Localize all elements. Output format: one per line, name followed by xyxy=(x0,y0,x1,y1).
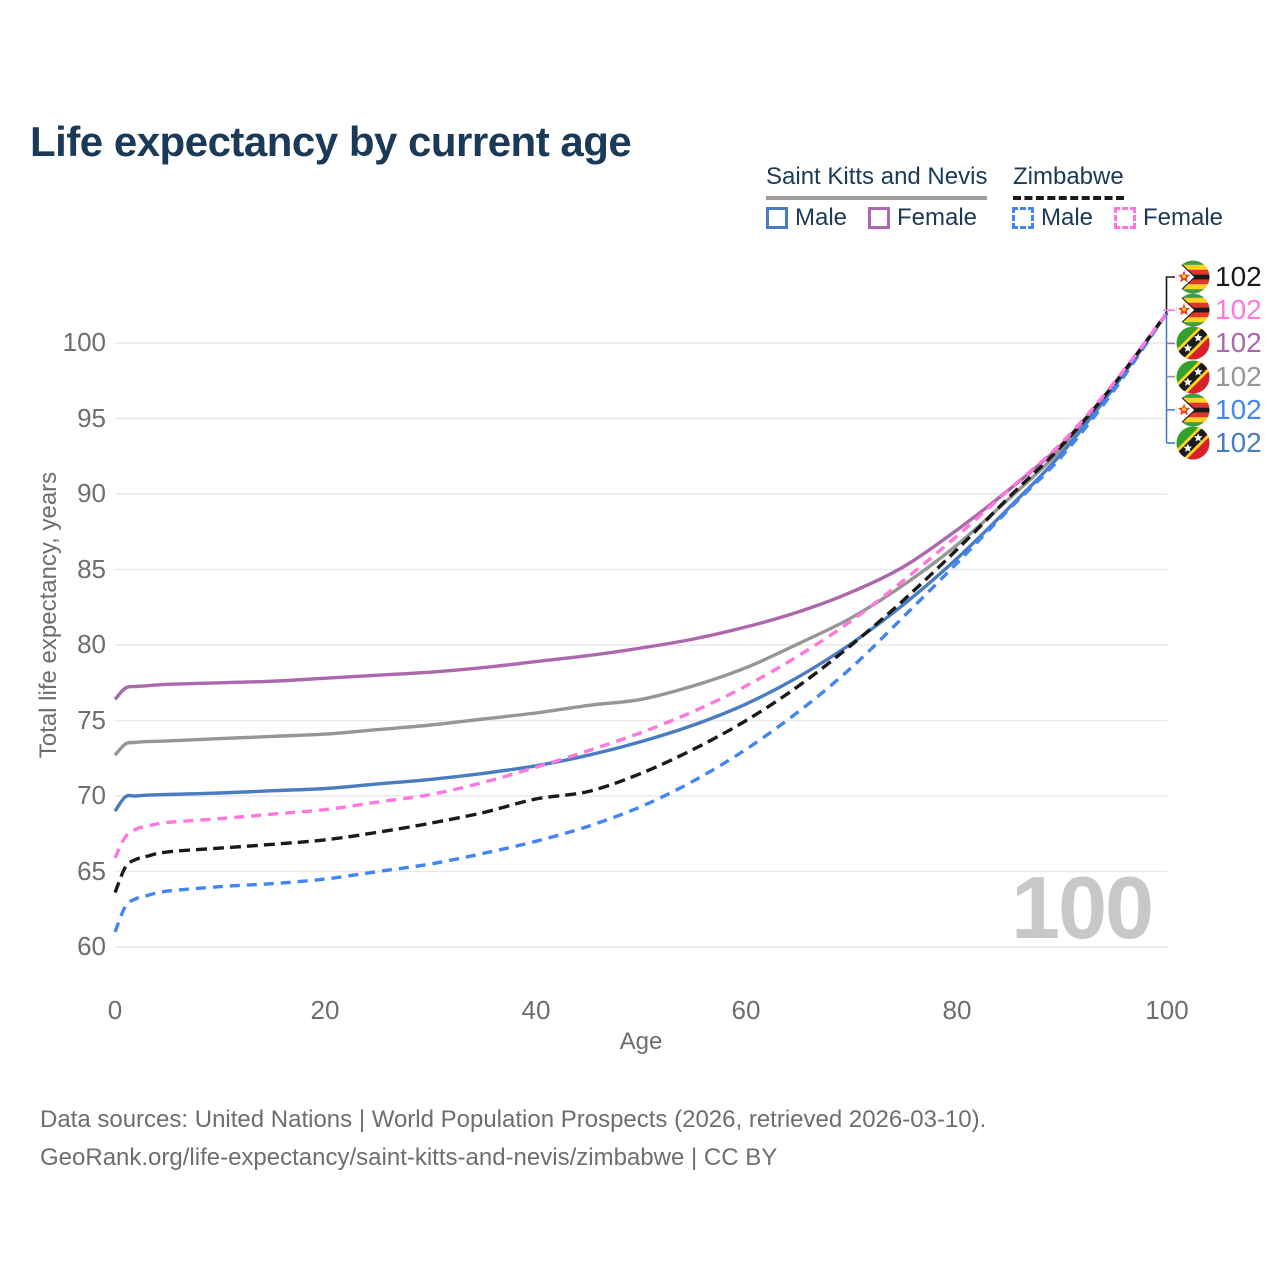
end-value: 102 xyxy=(1215,361,1262,392)
zimbabwe-flag-icon xyxy=(1176,293,1210,327)
legend-swatch-skn_male xyxy=(766,207,788,229)
end-value: 102 xyxy=(1215,261,1262,292)
legend-swatch-zwe_male xyxy=(1012,207,1034,229)
zimbabwe-flag-icon xyxy=(1176,260,1210,294)
saint-kitts-and-nevis-flag-icon xyxy=(1176,426,1210,460)
saint-kitts-and-nevis-flag-icon xyxy=(1176,326,1210,360)
current-age-watermark: 100 xyxy=(1011,858,1154,957)
y-tick-label-95: 95 xyxy=(77,403,106,433)
y-tick-label-80: 80 xyxy=(77,629,106,659)
y-tick-label-60: 60 xyxy=(77,931,106,961)
saint-kitts-and-nevis-flag-icon xyxy=(1176,360,1210,394)
end-value: 102 xyxy=(1215,327,1262,358)
x-tick-label-100: 100 xyxy=(1145,995,1189,1025)
series-line-zwe-total xyxy=(113,311,1169,894)
legend-item-saint-kitts-and-nevis-male[interactable]: Male xyxy=(766,204,847,232)
y-tick-label-75: 75 xyxy=(77,705,106,735)
series-line-skn-total xyxy=(113,311,1169,757)
x-tick-label-60: 60 xyxy=(731,995,761,1025)
series-end-label-zwe_total: 102 xyxy=(1176,260,1262,294)
y-tick-label-65: 65 xyxy=(77,856,106,886)
legend-swatch-zwe_female xyxy=(1114,207,1136,229)
x-tick-label-0: 0 xyxy=(107,995,123,1025)
x-tick-label-40: 40 xyxy=(521,995,551,1025)
end-value: 102 xyxy=(1215,427,1262,458)
legend-label: Male xyxy=(1041,204,1094,231)
end-value: 102 xyxy=(1215,294,1262,325)
leader-line-zwe-total xyxy=(1165,276,1175,313)
series-line-zwe-male xyxy=(113,311,1169,933)
attribution-link-text: GeoRank.org/life-expectancy/saint-kitts-… xyxy=(40,1144,778,1171)
x-axis-title: Age xyxy=(619,1028,663,1055)
legend-label: Male xyxy=(795,204,848,231)
series-end-label-zwe_male: 102 xyxy=(1176,393,1262,427)
legend-item-zimbabwe-female[interactable]: Female xyxy=(1114,204,1223,232)
y-tick-label-70: 70 xyxy=(77,780,106,810)
x-tick-label-80: 80 xyxy=(942,995,972,1025)
legend-swatch-skn_female xyxy=(868,207,890,229)
series-line-skn-female xyxy=(113,311,1169,701)
legend-group-saint-kitts-and-nevis: Saint Kitts and Nevis xyxy=(766,163,988,200)
legend-item-saint-kitts-and-nevis-female[interactable]: Female xyxy=(868,204,977,232)
legend-label: Female xyxy=(897,204,978,231)
x-tick-label-20: 20 xyxy=(310,995,340,1025)
series-end-label-skn_male: 102 xyxy=(1176,426,1262,460)
y-tick-label-100: 100 xyxy=(62,327,106,357)
y-tick-label-90: 90 xyxy=(77,478,106,508)
series-end-label-skn_female: 102 xyxy=(1176,326,1262,360)
end-value: 102 xyxy=(1215,394,1262,425)
y-axis-title: Total life expectancy, years xyxy=(35,471,62,759)
series-end-label-skn_total: 102 xyxy=(1176,360,1262,394)
series-end-label-zwe_female: 102 xyxy=(1176,293,1262,327)
series-line-zwe-female xyxy=(113,311,1169,859)
legend-label: Female xyxy=(1143,204,1224,231)
zimbabwe-flag-icon xyxy=(1176,393,1210,427)
chart-title: Life expectancy by current age xyxy=(30,118,632,166)
legend-item-zimbabwe-male[interactable]: Male xyxy=(1012,204,1093,232)
y-tick-label-85: 85 xyxy=(77,554,106,584)
data-sources-text: Data sources: United Nations | World Pop… xyxy=(40,1106,987,1133)
legend-group-zimbabwe: Zimbabwe xyxy=(1013,163,1124,200)
